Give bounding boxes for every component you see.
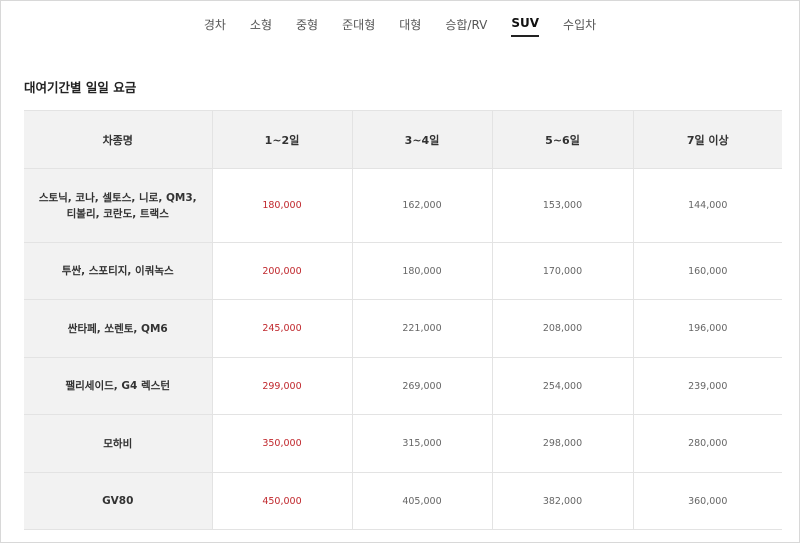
model-name-cell: 스토닉, 코나, 셀토스, 니로, QM3, 티볼리, 코란도, 트랙스 <box>24 168 212 243</box>
price-cell: 298,000 <box>491 414 633 473</box>
price-cell: 144,000 <box>632 168 782 243</box>
price-cell: 299,000 <box>211 357 352 415</box>
column-header-5-6-days: 5~6일 <box>491 110 633 169</box>
model-name-cell: GV80 <box>24 472 212 530</box>
price-cell: 239,000 <box>632 357 782 415</box>
tab-imported[interactable]: 수입차 <box>563 18 597 32</box>
price-cell: 153,000 <box>491 168 633 243</box>
price-cell: 162,000 <box>351 168 492 243</box>
column-header-model: 차종명 <box>24 110 212 169</box>
price-cell: 200,000 <box>211 242 352 300</box>
model-name-cell: 모하비 <box>24 414 212 473</box>
rental-rate-table: 차종명 1~2일 3~4일 5~6일 7일 이상 스토닉, 코나, 셀토스, 니… <box>24 110 782 530</box>
tab-midsize[interactable]: 중형 <box>296 18 319 32</box>
price-cell: 450,000 <box>211 472 352 530</box>
price-cell: 382,000 <box>491 472 633 530</box>
price-cell: 221,000 <box>351 299 492 358</box>
table-row: 스토닉, 코나, 셀토스, 니로, QM3, 티볼리, 코란도, 트랙스 180… <box>24 168 782 243</box>
price-cell: 254,000 <box>491 357 633 415</box>
tab-van-rv[interactable]: 승합/RV <box>445 18 488 32</box>
table-row: 투싼, 스포티지, 이쿼녹스 200,000 180,000 170,000 1… <box>24 242 782 300</box>
price-cell: 405,000 <box>351 472 492 530</box>
price-cell: 160,000 <box>632 242 782 300</box>
table-row: 모하비 350,000 315,000 298,000 280,000 <box>24 414 782 473</box>
price-cell: 170,000 <box>491 242 633 300</box>
price-cell: 315,000 <box>351 414 492 473</box>
price-cell: 350,000 <box>211 414 352 473</box>
price-cell: 208,000 <box>491 299 633 358</box>
table-row: 싼타페, 쏘렌토, QM6 245,000 221,000 208,000 19… <box>24 299 782 358</box>
tab-large[interactable]: 대형 <box>399 18 422 32</box>
column-header-7-plus-days: 7일 이상 <box>632 110 782 169</box>
tab-compact[interactable]: 소형 <box>249 18 273 32</box>
tab-light-car[interactable]: 경차 <box>203 18 226 32</box>
tab-suv[interactable]: SUV <box>511 1 540 37</box>
price-cell: 269,000 <box>351 357 492 415</box>
table-header-row: 차종명 1~2일 3~4일 5~6일 7일 이상 <box>24 110 782 169</box>
model-name-cell: 팰리세이드, G4 렉스턴 <box>24 357 212 415</box>
price-cell: 360,000 <box>632 472 782 530</box>
vehicle-class-tabs: 경차 소형 중형 준대형 대형 승합/RV SUV 수입차 <box>1 1 799 45</box>
model-name-cell: 투싼, 스포티지, 이쿼녹스 <box>24 242 212 300</box>
column-header-1-2-days: 1~2일 <box>211 110 352 169</box>
table-row: 팰리세이드, G4 렉스턴 299,000 269,000 254,000 23… <box>24 357 782 415</box>
tab-semi-large[interactable]: 준대형 <box>342 18 376 32</box>
section-title: 대여기간별 일일 요금 <box>24 80 137 95</box>
table-row: GV80 450,000 405,000 382,000 360,000 <box>24 472 782 530</box>
model-name-cell: 싼타페, 쏘렌토, QM6 <box>24 299 212 358</box>
price-cell: 280,000 <box>632 414 782 473</box>
price-cell: 196,000 <box>632 299 782 358</box>
price-cell: 245,000 <box>211 299 352 358</box>
price-cell: 180,000 <box>211 168 352 243</box>
price-cell: 180,000 <box>351 242 492 300</box>
column-header-3-4-days: 3~4일 <box>351 110 492 169</box>
